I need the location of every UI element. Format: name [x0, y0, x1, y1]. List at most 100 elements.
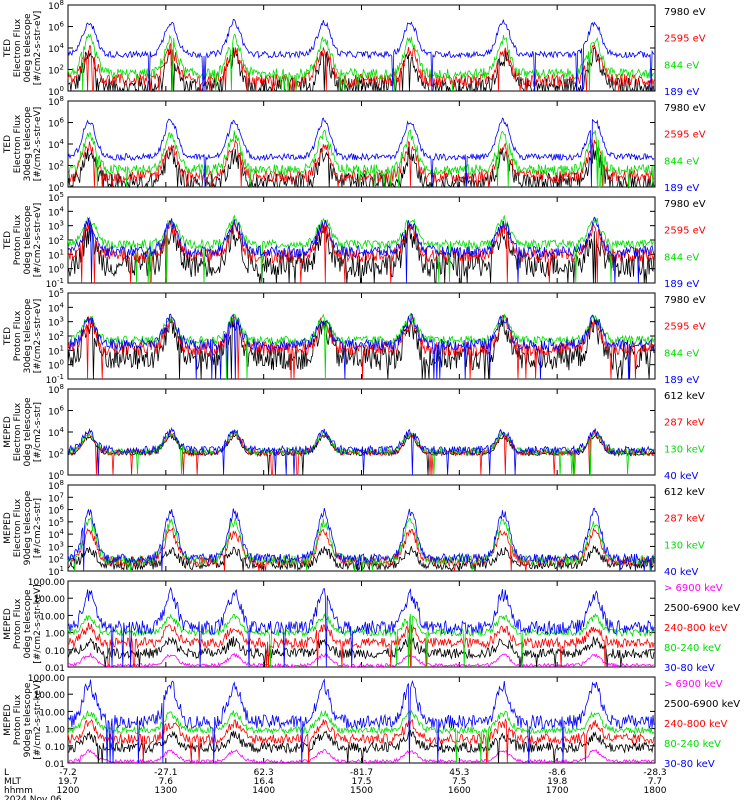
y-axis-label: TED [3, 327, 13, 346]
y-tick-label: 104 [48, 138, 64, 151]
legend-entry: 612 keV [664, 487, 705, 498]
legend-entry: > 6900 keV [664, 679, 723, 690]
series-line-2595-eV [67, 219, 655, 284]
legend-entry: 612 keV [664, 391, 705, 402]
legend-entry: 844 eV [664, 60, 699, 71]
legend-entry: 844 eV [664, 252, 699, 263]
legend-entry: 130 keV [664, 444, 705, 455]
x-tick-label-lon: -7.2 [59, 768, 77, 778]
x-tick-label-lon: -8.6 [548, 768, 566, 778]
legend-entry: 7980 eV [664, 199, 706, 210]
y-tick-label: 102 [48, 448, 64, 461]
series-line-2500-6900-keV [67, 636, 655, 668]
series-line-189-eV [67, 216, 655, 284]
y-tick-label: 104 [48, 301, 64, 314]
y-tick-label: 108 [48, 0, 64, 12]
y-tick-label: 101 [48, 565, 64, 578]
y-tick-label: 10.00 [39, 612, 65, 622]
y-tick-label: 0.10 [45, 647, 65, 657]
y-tick-label: 100 [48, 85, 64, 98]
y-tick-label: 1.00 [45, 630, 65, 640]
y-tick-label: 105 [48, 287, 64, 300]
x-tick-label-mlt: 7.5 [452, 777, 466, 787]
y-tick-label: 105 [48, 516, 64, 529]
panel-meped-p-90: > 6900 keV 2500-6900 keV 240-800 keV 80-240… [67, 676, 740, 770]
legend-entry: 2595 eV [664, 226, 706, 237]
series-line--6900-keV [67, 652, 655, 669]
legend-entry: 40 keV [664, 567, 698, 578]
y-tick-label: 10.00 [39, 708, 65, 718]
legend-entry: 7980 eV [664, 103, 706, 114]
x-row-label: hhmm [4, 786, 33, 796]
x-tick-label-time: 1600 [448, 786, 471, 796]
y-tick-label: 104 [48, 528, 64, 541]
legend-entry: 189 eV [664, 183, 699, 194]
legend-entry: 80-240 keV [664, 739, 721, 750]
y-tick-label: 108 [48, 383, 64, 396]
series-line-189-eV [67, 117, 655, 188]
x-tick-label-time: 1500 [350, 786, 373, 796]
series-line-844-eV [67, 312, 655, 380]
series-line-40-keV [67, 507, 655, 572]
legend-entry: > 6900 keV [664, 583, 723, 594]
legend-entry: 2595 eV [664, 322, 706, 333]
y-axis-label: 0deg telescope [23, 589, 33, 659]
y-axis-label: MEPED [3, 512, 13, 544]
series-line-844-eV [67, 129, 655, 188]
y-axis-label: MEPED [3, 416, 13, 448]
y-tick-label: 100.00 [34, 691, 66, 701]
legend-entry: 2595 eV [664, 34, 706, 45]
series-line-40-keV [67, 426, 655, 476]
y-tick-label: 0.10 [45, 743, 65, 753]
y-tick-label: 108 [48, 95, 64, 108]
x-tick-label-mlt: 19.8 [547, 777, 567, 787]
legend-entry: 2500-6900 keV [664, 699, 740, 710]
y-axis-label: MEPED [3, 704, 13, 736]
x-tick-label-time: 1200 [57, 786, 80, 796]
y-tick-label: 102 [48, 64, 64, 77]
x-tick-label-mlt: 7.6 [159, 777, 174, 787]
legend-entry: 2500-6900 keV [664, 603, 740, 614]
x-tick-label-lon: -27.1 [154, 768, 177, 778]
series-line-30-80-keV [67, 678, 655, 764]
y-tick-label: 102 [48, 234, 64, 247]
y-tick-label: 102 [48, 330, 64, 343]
y-axis-label: [#/cm2-s-str-keV] [33, 584, 43, 663]
y-axis-label: 90deg telescope [23, 682, 33, 757]
legend-entry: 844 eV [664, 348, 699, 359]
y-axis-label: Proton Flux [13, 310, 23, 361]
y-tick-label: 101 [48, 248, 64, 261]
y-tick-label: 104 [48, 205, 64, 218]
y-tick-label: 103 [48, 540, 64, 553]
x-tick-label-lon: -28.3 [643, 768, 666, 778]
y-tick-label: 10-1 [46, 277, 64, 290]
y-axis-label: TED [3, 135, 13, 154]
y-tick-label: 104 [48, 42, 64, 55]
legend-entry: 240-800 keV [664, 623, 728, 634]
y-tick-label: 105 [48, 191, 64, 204]
x-tick-label-mlt: 19.7 [58, 777, 78, 787]
series-line-7980-eV [67, 315, 655, 380]
y-axis-label: 30deg telescope [23, 298, 33, 373]
x-row-label: L [4, 768, 9, 778]
y-axis-label: Proton Flux [13, 214, 23, 265]
legend-entry: 130 keV [664, 540, 705, 551]
y-axis-label: TED [3, 39, 13, 58]
panel-meped-e-0: 100 102 104 106 108 612 keV 287 keV 130 keV 40 k… [48, 383, 705, 482]
x-tick-label-time: 1400 [252, 786, 275, 796]
x-tick-label-time: 1700 [546, 786, 569, 796]
x-row-label: MLT [4, 777, 22, 787]
y-axis-label: Proton Flux [13, 694, 23, 745]
legend-entry: 189 eV [664, 87, 699, 98]
y-tick-label: 1000.00 [28, 674, 65, 684]
x-tick-label-lon: -81.7 [350, 768, 373, 778]
legend-entry: 844 eV [664, 156, 699, 167]
y-tick-label: 101 [48, 344, 64, 357]
series-line-844-eV [67, 33, 654, 92]
y-axis-label: 30deg telescope [23, 106, 33, 181]
y-axis-label: 90deg telescope [23, 490, 33, 565]
y-tick-label: 106 [48, 405, 64, 418]
